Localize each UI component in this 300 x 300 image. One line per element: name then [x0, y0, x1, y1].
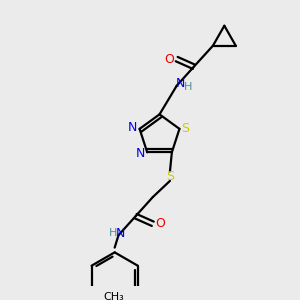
Text: O: O	[155, 217, 165, 230]
Text: O: O	[164, 52, 174, 66]
Text: N: N	[176, 77, 185, 90]
Text: N: N	[116, 227, 125, 240]
Text: S: S	[181, 122, 189, 135]
Text: S: S	[166, 169, 174, 183]
Text: H: H	[109, 228, 117, 238]
Text: N: N	[136, 147, 145, 160]
Text: CH₃: CH₃	[103, 292, 124, 300]
Text: H: H	[184, 82, 192, 92]
Text: N: N	[128, 122, 138, 134]
